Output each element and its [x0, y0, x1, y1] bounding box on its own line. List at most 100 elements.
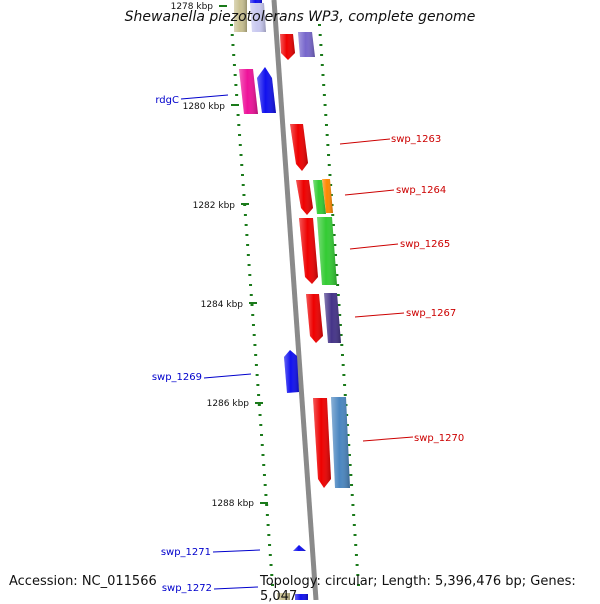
tick-mark [250, 304, 254, 306]
tick-mark [238, 134, 242, 136]
tick-mark [261, 454, 265, 456]
gene-shading [234, 0, 350, 600]
gene-label-swp_1264[interactable]: swp_1264 [396, 185, 446, 196]
tick-mark [348, 464, 352, 466]
tick-mark [233, 74, 237, 76]
tick-mark [333, 244, 337, 246]
gene-label-swp_1271[interactable]: swp_1271 [161, 547, 211, 558]
map-title: Shewanella piezotolerans WP3, complete g… [124, 9, 476, 25]
gene-label-rdgc[interactable]: rdgC [155, 95, 179, 106]
tick-mark [252, 334, 256, 336]
gene-shading-overlay [277, 593, 290, 600]
tick-mark [241, 184, 245, 186]
tick-mark [269, 564, 273, 566]
leader-swp_1265 [349, 243, 399, 250]
tick-mark [329, 184, 333, 186]
tick-mark [345, 424, 349, 426]
tick-mark [262, 474, 266, 476]
gene-shading-overlay [324, 293, 341, 343]
tick-mark [256, 384, 260, 386]
leader-swp_1271 [212, 549, 261, 553]
tick-mark [357, 584, 360, 586]
tick-mark [346, 434, 350, 436]
tick-mark [249, 284, 253, 286]
tick-mark [339, 334, 343, 336]
tick-mark [356, 574, 360, 576]
gene-label-swp_1269[interactable]: swp_1269 [152, 372, 202, 383]
tick-mark [322, 84, 326, 86]
tick-mark [243, 214, 247, 216]
gene-label-swp_1265[interactable]: swp_1265 [400, 239, 450, 250]
tick-mark [232, 64, 236, 66]
tick-mark [271, 584, 274, 586]
gene-shading-overlay [239, 69, 258, 114]
tick-mark [240, 164, 244, 166]
tick-mark [259, 424, 263, 426]
tick-mark [230, 34, 234, 36]
gene-label-swp_1267[interactable]: swp_1267 [406, 308, 456, 319]
tick-mark [265, 504, 269, 506]
tick-mark [328, 174, 332, 176]
tick-mark [341, 364, 345, 366]
gene-shading-overlay [331, 397, 350, 488]
tick-mark [337, 304, 341, 306]
gene-label-swp_1263[interactable]: swp_1263 [391, 134, 441, 145]
kbp-label: 1288 kbp [212, 499, 255, 509]
kbp-label: 1280 kbp [183, 102, 226, 112]
gene-shading-overlay [306, 294, 323, 343]
gene-shading-overlay [295, 594, 308, 600]
gene-shading-overlay [313, 398, 331, 488]
tick-mark [244, 224, 248, 226]
tick-mark [251, 324, 255, 326]
gene-label-swp_1272[interactable]: swp_1272 [162, 583, 212, 594]
tick-mark [327, 164, 331, 166]
tick-mark [350, 494, 354, 496]
tick-mark [325, 134, 329, 136]
tick-mark [324, 114, 328, 116]
tick-mark [231, 44, 235, 46]
gene-shading-overlay [322, 179, 333, 213]
tick-mark [265, 514, 269, 516]
kbp-scale: 1278 kbp 1280 kbp 1282 kbp 1284 kbp 1286… [171, 2, 268, 509]
tick-mark [318, 34, 322, 36]
tick-mark [319, 44, 323, 46]
tick-mark [264, 494, 268, 496]
tick-mark [343, 384, 347, 386]
left-tick-guide [230, 24, 274, 586]
gene-shading-overlay [299, 218, 318, 284]
tick-mark [336, 284, 340, 286]
tick-mark [336, 294, 340, 296]
gene-shading-overlay [280, 34, 295, 60]
tick-mark [323, 104, 327, 106]
tick-mark [347, 444, 351, 446]
tick-mark [240, 174, 244, 176]
tick-mark [343, 394, 347, 396]
tick-mark [331, 214, 335, 216]
gene-shading-overlay [284, 350, 299, 393]
tick-mark [258, 414, 262, 416]
tick-mark [260, 444, 264, 446]
gene-label-group: rdgC swp_1263 swp_1264 swp_1265 swp_1267… [152, 95, 464, 594]
tick-mark [262, 464, 266, 466]
tick-mark [338, 314, 342, 316]
tick-mark [327, 154, 331, 156]
tick-mark [340, 354, 344, 356]
tick-mark [354, 544, 358, 546]
tick-mark [268, 544, 272, 546]
tick-mark [270, 574, 274, 576]
gene-shading-overlay [290, 124, 308, 171]
gene-shading-overlay [296, 180, 313, 215]
tick-mark [342, 374, 346, 376]
gene-label-swp_1270[interactable]: swp_1270 [414, 433, 464, 444]
gene-shading-overlay [298, 32, 315, 57]
tick-mark [245, 234, 249, 236]
kbp-label: 1282 kbp [193, 201, 236, 211]
leader-swp_1264 [344, 189, 395, 196]
tick-mark [257, 394, 261, 396]
tick-mark [334, 254, 338, 256]
tick-mark [335, 274, 339, 276]
tick-mark [326, 144, 330, 146]
tick-mark [253, 344, 257, 346]
leader-swp_1269 [203, 373, 252, 379]
